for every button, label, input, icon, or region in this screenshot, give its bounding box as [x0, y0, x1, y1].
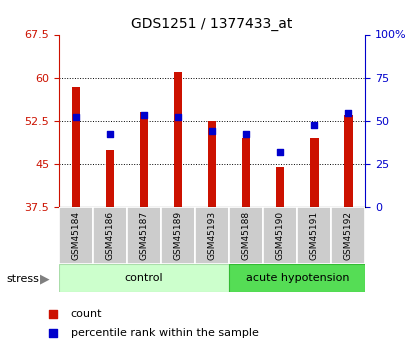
Point — [315, 244, 321, 249]
Bar — [106, 149, 114, 207]
Point — [209, 128, 215, 133]
Text: stress: stress — [6, 274, 39, 284]
Bar — [229, 264, 365, 292]
Text: GSM45184: GSM45184 — [71, 211, 80, 260]
Point — [175, 114, 181, 119]
Bar — [344, 115, 353, 207]
Point — [73, 114, 79, 119]
Text: count: count — [71, 309, 102, 319]
Point — [277, 150, 284, 155]
Point — [141, 112, 147, 118]
Bar — [229, 207, 263, 264]
Bar — [263, 207, 297, 264]
Bar — [161, 207, 195, 264]
Text: ▶: ▶ — [40, 272, 50, 285]
Point — [107, 131, 113, 137]
Text: GSM45187: GSM45187 — [139, 211, 148, 260]
Point — [243, 131, 249, 137]
Point — [315, 71, 321, 77]
Point — [311, 122, 318, 128]
Point — [345, 110, 352, 116]
Bar — [276, 167, 284, 207]
Text: GSM45188: GSM45188 — [241, 211, 251, 260]
Bar — [195, 207, 229, 264]
Bar — [71, 87, 80, 207]
Text: GSM45190: GSM45190 — [276, 211, 285, 260]
Text: GSM45186: GSM45186 — [105, 211, 114, 260]
Title: GDS1251 / 1377433_at: GDS1251 / 1377433_at — [131, 17, 293, 31]
Text: GSM45191: GSM45191 — [310, 211, 319, 260]
Bar — [174, 72, 182, 207]
Bar — [297, 207, 331, 264]
Text: GSM45189: GSM45189 — [173, 211, 183, 260]
Bar — [208, 121, 216, 207]
Text: control: control — [125, 273, 163, 283]
Bar — [93, 207, 127, 264]
Bar — [140, 112, 148, 207]
Bar — [127, 207, 161, 264]
Bar — [59, 264, 229, 292]
Text: percentile rank within the sample: percentile rank within the sample — [71, 328, 258, 338]
Bar — [59, 207, 93, 264]
Text: acute hypotension: acute hypotension — [246, 273, 349, 283]
Bar — [242, 138, 250, 207]
Bar — [310, 138, 318, 207]
Text: GSM45193: GSM45193 — [207, 211, 217, 260]
Text: GSM45192: GSM45192 — [344, 211, 353, 260]
Bar — [331, 207, 365, 264]
